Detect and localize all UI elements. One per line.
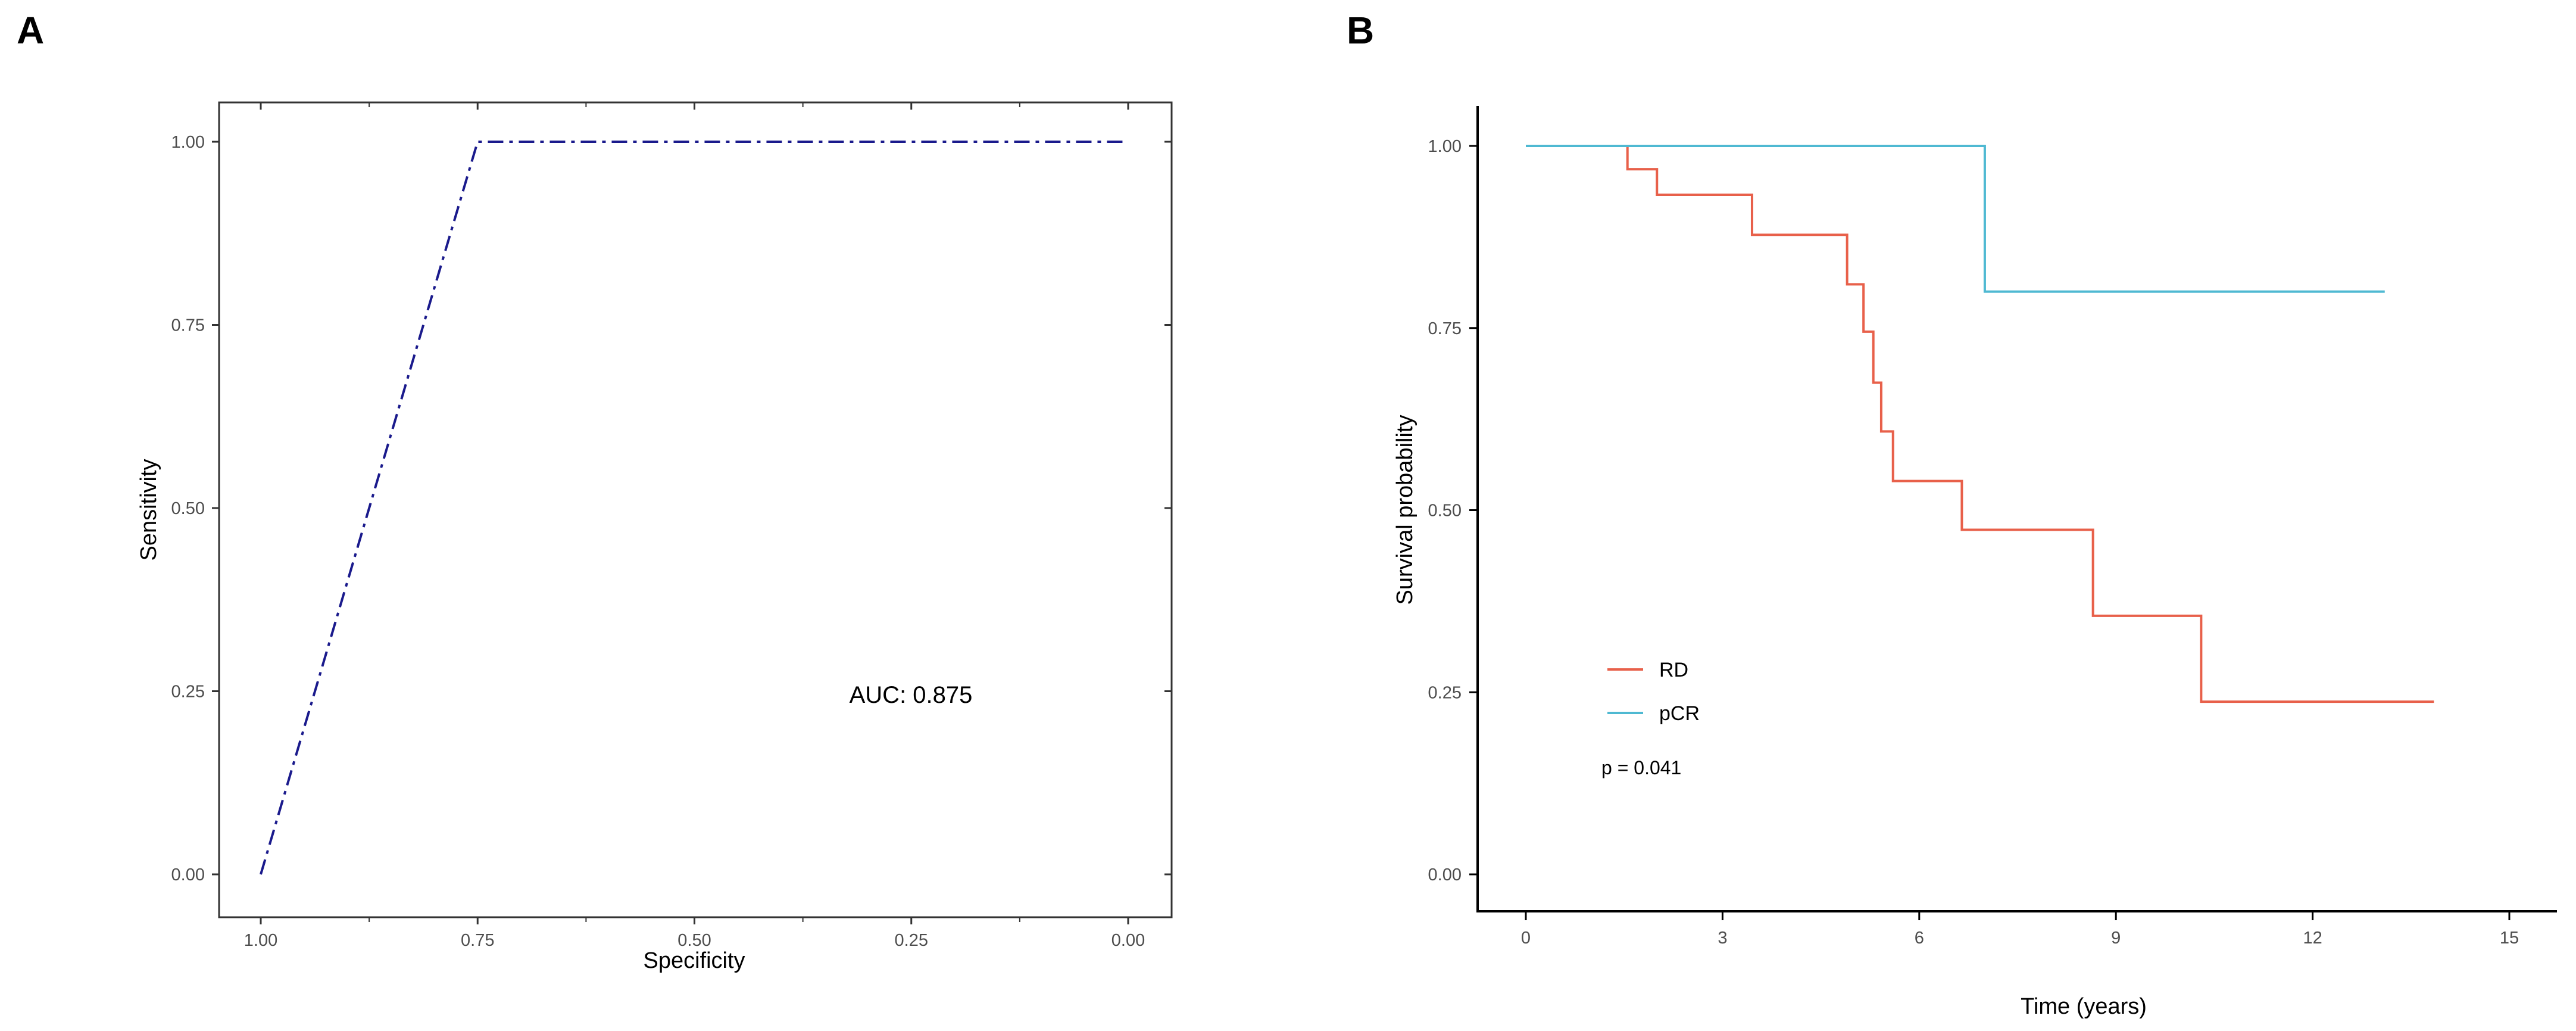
x-tick-label: 6: [1915, 929, 1924, 948]
x-tick-label: 0.75: [461, 931, 494, 950]
y-tick-label: 0.25: [1428, 683, 1462, 702]
legend-label: RD: [1659, 659, 1688, 681]
y-axis-title: Survival probability: [1392, 415, 1417, 605]
x-tick-label: 0.00: [1111, 931, 1145, 950]
x-axis-title: Time (years): [2021, 994, 2147, 1019]
roc-plot: 1.00 0.75 0.50 0.25 0.00 0.00 0.25 0.50 0.75 1.00…: [136, 102, 1172, 973]
x-tick-label: 9: [2111, 929, 2121, 948]
panel-label-a: A: [17, 9, 45, 52]
y-tick-label: 0.50: [1428, 502, 1462, 521]
y-tick-label: 1.00: [171, 133, 205, 152]
km-plot: 0 3 6 9 12 15 0.00 0.25 0.50 0.75 1.00 Time (years)…: [1392, 106, 2557, 1019]
y-tick-label: 0.75: [171, 316, 205, 335]
legend-label: pCR: [1659, 702, 1700, 725]
x-tick-label: 1.00: [244, 931, 277, 950]
y-tick-label: 0.50: [171, 499, 205, 518]
km-curve-rd: [1526, 145, 2434, 703]
x-tick-label: 12: [2303, 929, 2322, 948]
km-curve-pcr: [1526, 145, 2385, 293]
y-tick-label: 0.75: [1428, 319, 1462, 338]
y-tick-label: 0.25: [171, 683, 205, 702]
x-tick-label: 0.50: [677, 931, 711, 950]
p-value-annotation: p = 0.041: [1601, 757, 1681, 778]
y-axis-title: Sensitivity: [136, 459, 161, 560]
y-tick-label: 1.00: [1428, 137, 1462, 156]
x-tick-label: 0: [1521, 929, 1531, 948]
x-axis-title: Specificity: [643, 948, 745, 973]
x-tick-label: 15: [2500, 929, 2519, 948]
auc-annotation: AUC: 0.875: [850, 682, 973, 708]
x-tick-label: 3: [1718, 929, 1727, 948]
y-tick-label: 0.00: [1428, 865, 1462, 884]
y-tick-label: 0.00: [171, 865, 205, 884]
panel-label-b: B: [1347, 9, 1375, 52]
x-tick-label: 0.25: [895, 931, 928, 950]
roc-curve-line: [260, 141, 1128, 875]
roc-plot-frame: [218, 101, 1173, 918]
